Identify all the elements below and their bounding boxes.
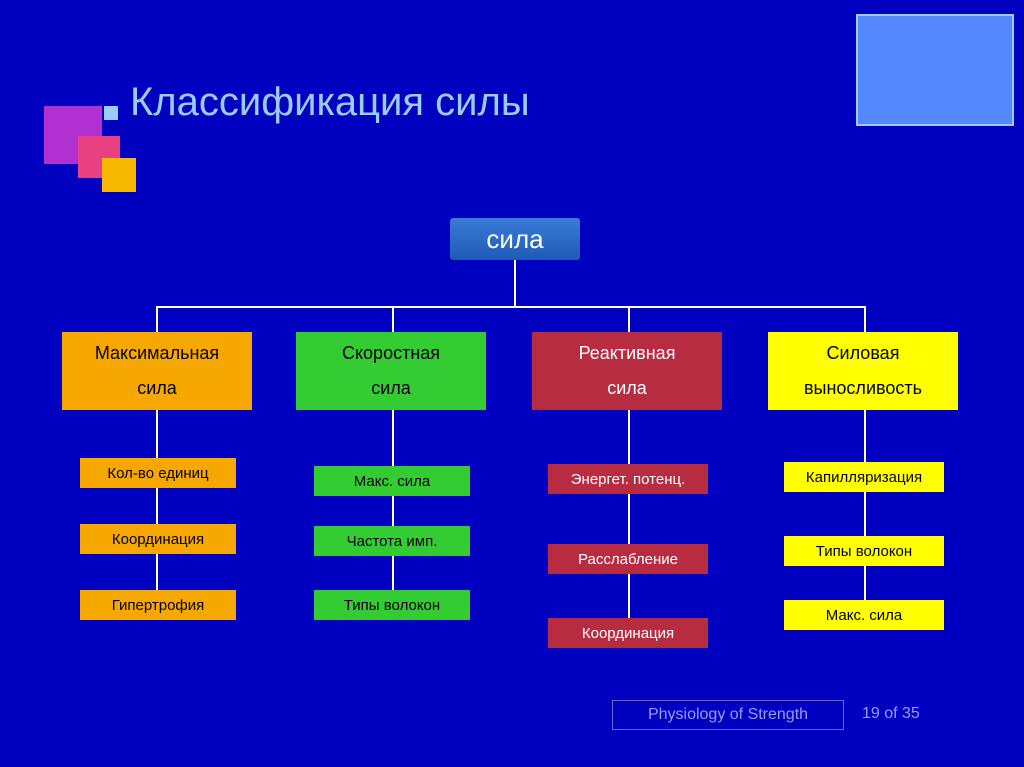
branch-child: Макс. сила (314, 466, 470, 496)
branch-child: Координация (548, 618, 708, 648)
connector-line (628, 410, 630, 464)
branch-header-line2: сила (607, 376, 647, 401)
branch-child-label: Гипертрофия (112, 595, 205, 616)
branch-child: Макс. сила (784, 600, 944, 630)
title-bullet (104, 106, 118, 120)
branch-child: Типы волокон (784, 536, 944, 566)
connector-line (392, 306, 394, 332)
deco-square-orange (102, 158, 136, 192)
branch-child: Энергет. потенц. (548, 464, 708, 494)
connector-line (156, 306, 864, 308)
branch-header-line1: Скоростная (342, 341, 440, 366)
connector-line (156, 306, 158, 332)
branch-child: Кол-во единиц (80, 458, 236, 488)
connector-line (156, 488, 158, 524)
branch-child: Типы волокон (314, 590, 470, 620)
branch-header: Максимальная сила (62, 332, 252, 410)
branch-child-label: Частота имп. (347, 531, 438, 552)
connector-line (864, 306, 866, 332)
branch-header-line2: сила (371, 376, 411, 401)
connector-line (156, 554, 158, 590)
connector-line (628, 494, 630, 544)
branch-child-label: Типы волокон (816, 541, 912, 562)
footer-page: 19 of 35 (862, 705, 920, 723)
connector-line (156, 410, 158, 458)
branch-header: Скоростная сила (296, 332, 486, 410)
tree-root: сила (450, 218, 580, 260)
branch-header: Реактивная сила (532, 332, 722, 410)
branch-child-label: Координация (112, 529, 204, 550)
connector-line (392, 410, 394, 466)
branch-header: Силовая выносливость (768, 332, 958, 410)
branch-header-line1: Силовая (827, 341, 900, 366)
branch-child: Расслабление (548, 544, 708, 574)
connector-line (864, 566, 866, 600)
tree-root-label: сила (486, 221, 543, 257)
branch-child-label: Типы волокон (344, 595, 440, 616)
connector-line (392, 556, 394, 590)
branch-child-label: Капилляризация (806, 467, 922, 488)
connector-line (392, 496, 394, 526)
branch-child: Частота имп. (314, 526, 470, 556)
branch-child-label: Энергет. потенц. (571, 469, 686, 490)
branch-child-label: Координация (582, 623, 674, 644)
footer-label: Physiology of Strength (648, 706, 808, 724)
connector-line (628, 306, 630, 332)
branch-child-label: Макс. сила (826, 605, 903, 626)
branch-child: Капилляризация (784, 462, 944, 492)
branch-header-line1: Реактивная (579, 341, 676, 366)
branch-child-label: Кол-во единиц (107, 463, 208, 484)
branch-header-line2: выносливость (804, 376, 922, 401)
connector-line (628, 574, 630, 618)
branch-header-line2: сила (137, 376, 177, 401)
branch-child: Координация (80, 524, 236, 554)
branch-child-label: Расслабление (578, 549, 678, 570)
corner-decoration (856, 14, 1014, 126)
connector-line (864, 492, 866, 536)
footer-box: Physiology of Strength (612, 700, 844, 730)
slide-title: Классификация силы (130, 80, 530, 125)
branch-child-label: Макс. сила (354, 471, 431, 492)
connector-line (514, 260, 516, 306)
branch-child: Гипертрофия (80, 590, 236, 620)
branch-header-line1: Максимальная (95, 341, 219, 366)
connector-line (864, 410, 866, 462)
